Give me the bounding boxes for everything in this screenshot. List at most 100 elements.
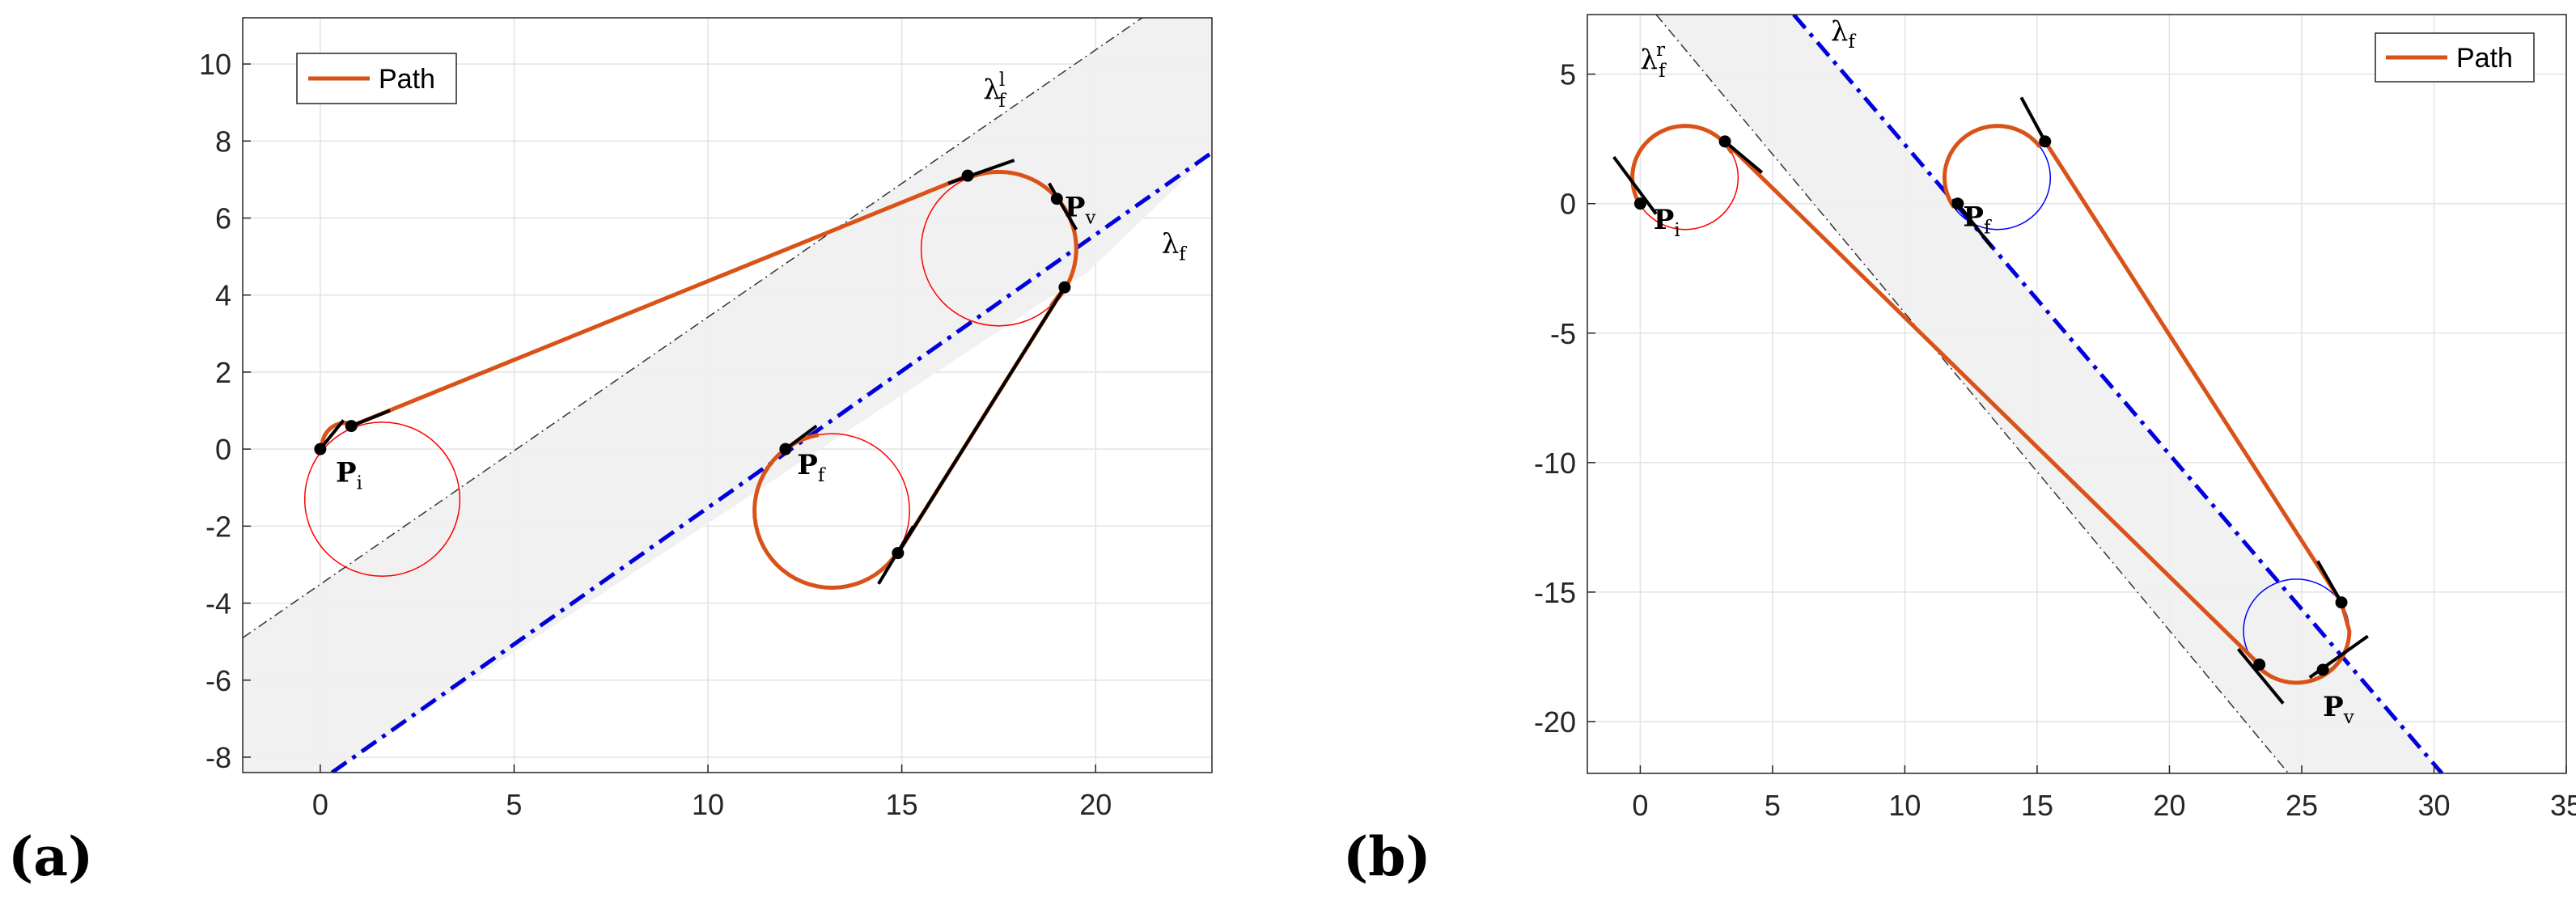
tick-label-y--20: -20 [1534,705,1576,739]
lambda-symbol: λ [1162,227,1180,260]
point-label-sub: i [357,473,362,494]
tick-label-y--8: -8 [205,741,231,774]
waypoint-1 [345,420,358,433]
plot-area-a [243,18,1212,773]
lambda-aux-label: λr f [1640,40,1667,82]
lambda-sub: f [1848,32,1856,53]
point-label-main: P [797,449,818,481]
waypoint-5 [892,547,905,560]
point-label-sub: v [1084,207,1095,228]
tick-label-y--5: -5 [1550,317,1576,350]
waypoint-6 [1951,197,1964,210]
tangent-marker-4 [2315,560,2343,603]
panel-label-a: (a) [8,825,93,888]
legend-label-b: Path [2456,43,2513,74]
tick-label-x-10: 10 [692,788,724,821]
tick-label-y--4: -4 [205,587,231,620]
lambda-symbol: λ [983,74,1001,106]
tick-label-x-20: 20 [2153,789,2185,822]
point-label-sub: i [1674,220,1680,241]
point-label-sub: f [818,465,826,486]
waypoint-6 [779,443,792,455]
waypoint-0 [1633,197,1646,210]
tick-label-x-35: 35 [2550,789,2576,822]
tangent-marker-0 [319,419,345,451]
tangent-marker-6 [1956,202,1993,249]
lambda-sub: f [1659,61,1667,82]
tick-label-x-10: 10 [1888,789,1921,822]
lambda-aux-line [243,18,1143,639]
tangent-marker-3 [1048,182,1078,231]
point-label-f: Pf [797,449,826,486]
point-label-f: Pf [1963,201,1992,239]
axes-frame-b [1587,14,2567,774]
lambda-aux-line [1655,15,2290,773]
point-label-main: P [336,457,357,489]
tick-label-y-10: 10 [199,48,231,81]
point-label-i: Pi [1654,204,1680,241]
tangent-marker-4 [896,286,1066,554]
tick-label-x-15: 15 [886,788,918,821]
tick-label-x-5: 5 [1765,789,1781,822]
feasible-band [1656,15,2443,773]
tangent-marker-2 [947,159,1015,185]
tick-label-y--2: -2 [205,510,231,543]
waypoint-1 [1718,135,1731,148]
feasible-band [243,18,1212,773]
tick-label-x-20: 20 [1079,788,1112,821]
waypoint-5 [2039,135,2052,148]
lambda-symbol: λ [1640,44,1658,76]
point-label-v: Pv [1065,191,1096,228]
tick-label-y--6: -6 [205,664,231,697]
tick-label-y--10: -10 [1534,447,1576,480]
tangent-marker-2 [2236,648,2285,705]
tick-label-y-8: 8 [215,125,231,158]
panel-label-b: (b) [1343,825,1431,888]
point-label-main: P [1963,201,1984,234]
waypoint-4 [1058,281,1071,294]
lambda-sub: f [1179,243,1187,265]
point-label-sub: v [2343,707,2354,728]
tick-label-y-6: 6 [215,202,231,235]
tick-label-x-25: 25 [2286,789,2318,822]
waypoint-2 [961,169,974,182]
tick-label-y-5: 5 [1560,58,1576,91]
waypoint-0 [314,443,327,455]
tick-label-x-5: 5 [506,788,522,821]
tangent-marker-1 [350,409,391,428]
lambda-sup: r [1656,40,1665,61]
lambda-f-line [1792,15,2444,773]
point-label-main: P [1654,204,1675,236]
turn-circle-0 [303,421,461,577]
waypoint-3 [2316,663,2329,676]
plot-area-b [1612,15,2444,773]
lambda-sub: f [998,91,1006,112]
lambda-sup: l [999,70,1005,91]
lambda-f-label: λf [1831,15,1857,53]
tangent-marker-0 [1612,155,1658,215]
lambda-aux-label: λl f [983,70,1006,112]
tick-label-y-2: 2 [215,356,231,389]
point-label-v: Pv [2323,691,2354,728]
tick-label-x-0: 0 [312,788,328,821]
axes-frame-a [242,17,1213,773]
tangent-marker-6 [784,424,818,451]
tick-label-y-0: 0 [215,433,231,466]
tick-label-x-15: 15 [2021,789,2053,822]
point-label-main: P [1065,191,1086,223]
point-label-sub: f [1984,218,1992,239]
tangent-marker-1 [1723,140,1764,174]
tick-label-y--15: -15 [1534,576,1576,609]
tick-label-y-4: 4 [215,279,231,312]
tick-label-x-0: 0 [1632,789,1648,822]
legend-b: Path [2375,32,2535,83]
tangent-marker-5 [2019,96,2047,142]
waypoint-2 [2253,659,2266,671]
tick-label-y-0: 0 [1560,188,1576,221]
point-label-main: P [2323,691,2344,723]
legend-a: Path [296,53,457,104]
lambda-symbol: λ [1831,15,1849,48]
